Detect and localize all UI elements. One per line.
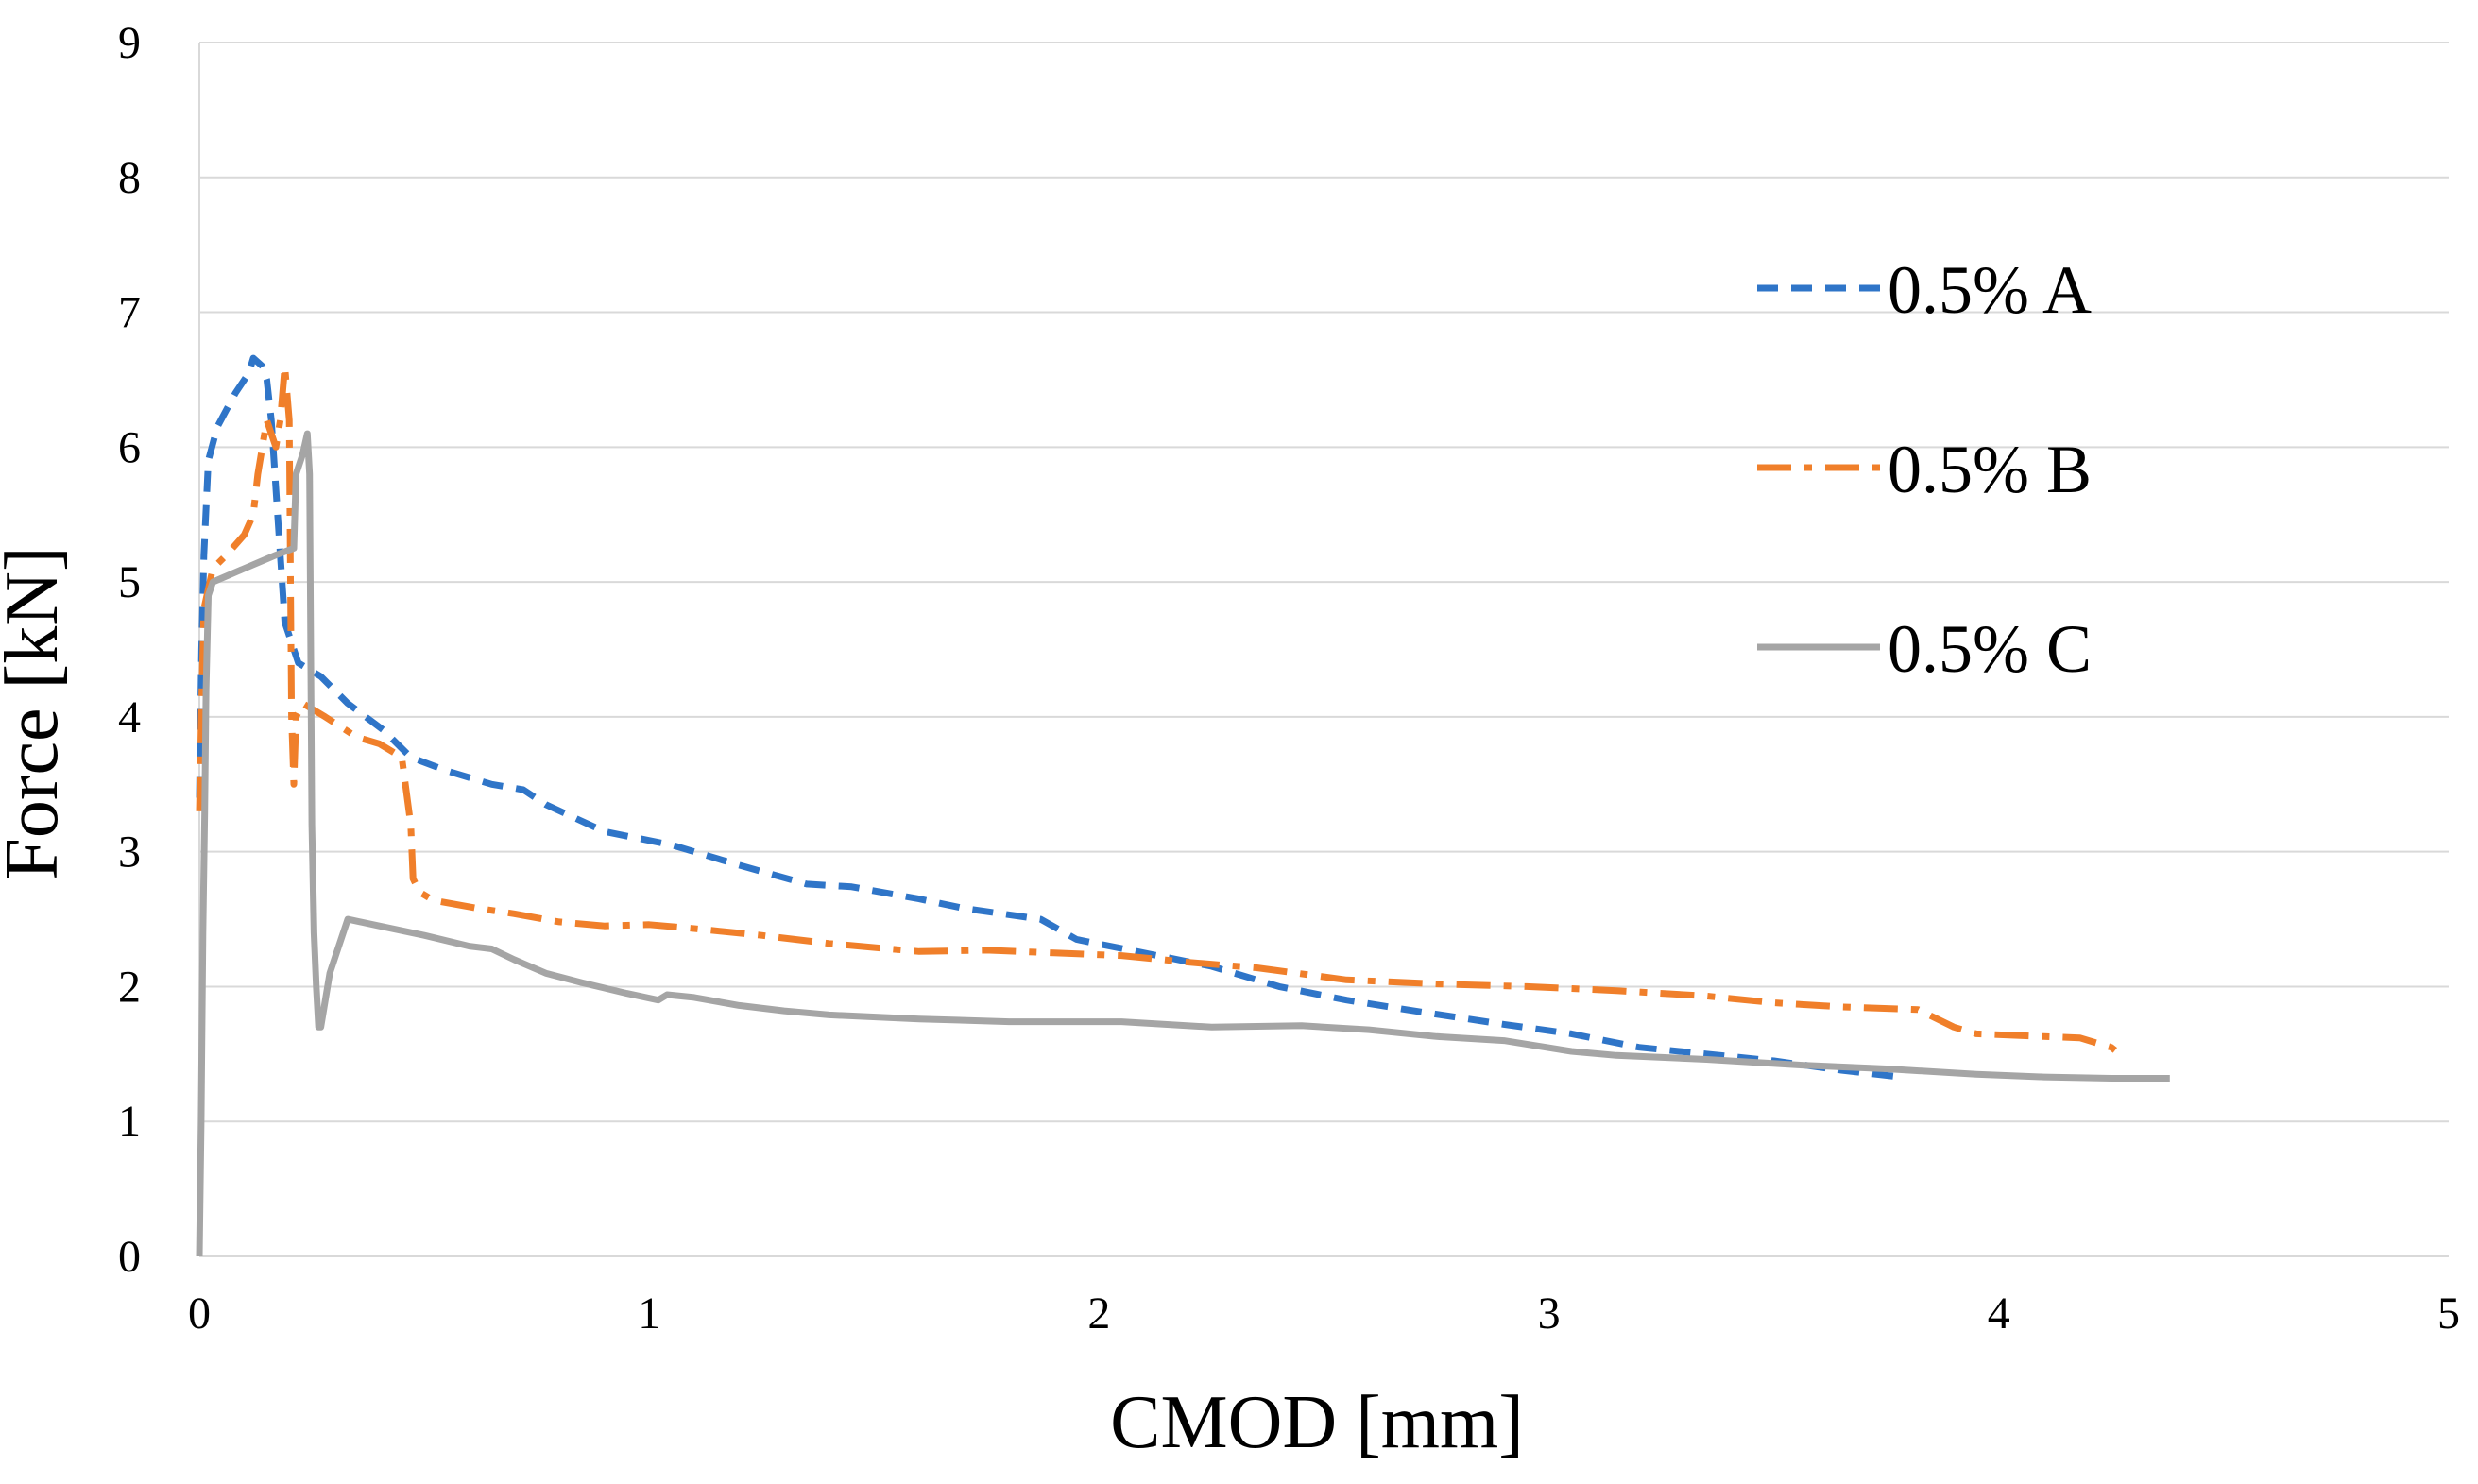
legend-label: 0.5% A	[1888, 252, 2092, 328]
x-tick-label: 0	[188, 1288, 211, 1339]
x-tick-label: 1	[638, 1288, 660, 1339]
x-tick-label: 3	[1538, 1288, 1561, 1339]
x-tick-label: 5	[2437, 1288, 2460, 1339]
legend-label: 0.5% B	[1888, 432, 2092, 507]
y-tick-label: 5	[118, 557, 141, 607]
legend-item: 0.5% C	[1757, 611, 2092, 687]
x-tick-label: 4	[1988, 1288, 2010, 1339]
legend-label: 0.5% C	[1888, 611, 2092, 687]
axis-titles: CMOD [mm] Force [kN]	[0, 546, 1524, 1464]
y-tick-label: 0	[118, 1232, 141, 1282]
legend: 0.5% A 0.5% B 0.5% C	[1757, 252, 2092, 687]
y-tick-label: 4	[118, 692, 141, 742]
y-tick-label: 3	[118, 827, 141, 878]
y-tick-label: 7	[118, 288, 141, 338]
legend-item: 0.5% A	[1757, 252, 2092, 328]
series-line-0-5-a	[196, 354, 1901, 1081]
series-line-0-5-b	[196, 363, 2128, 1061]
y-axis-title: Force [kN]	[0, 546, 74, 879]
x-tick-label: 2	[1087, 1288, 1110, 1339]
y-tick-label: 1	[118, 1097, 141, 1147]
grid-layer	[199, 42, 2449, 1123]
series-line-0-5-c	[196, 430, 2170, 1257]
y-tick-label: 6	[118, 422, 141, 472]
y-tick-label: 8	[118, 153, 141, 203]
series-layer	[196, 354, 2170, 1257]
axis-layer: 0 1 2 3 4 5 6 7 8 9 0 1 2 3 4 5	[118, 18, 2460, 1339]
y-tick-label: 9	[118, 18, 141, 68]
y-tick-label: 2	[118, 962, 141, 1012]
legend-item: 0.5% B	[1757, 432, 2092, 507]
x-axis-title: CMOD [mm]	[1110, 1381, 1524, 1464]
